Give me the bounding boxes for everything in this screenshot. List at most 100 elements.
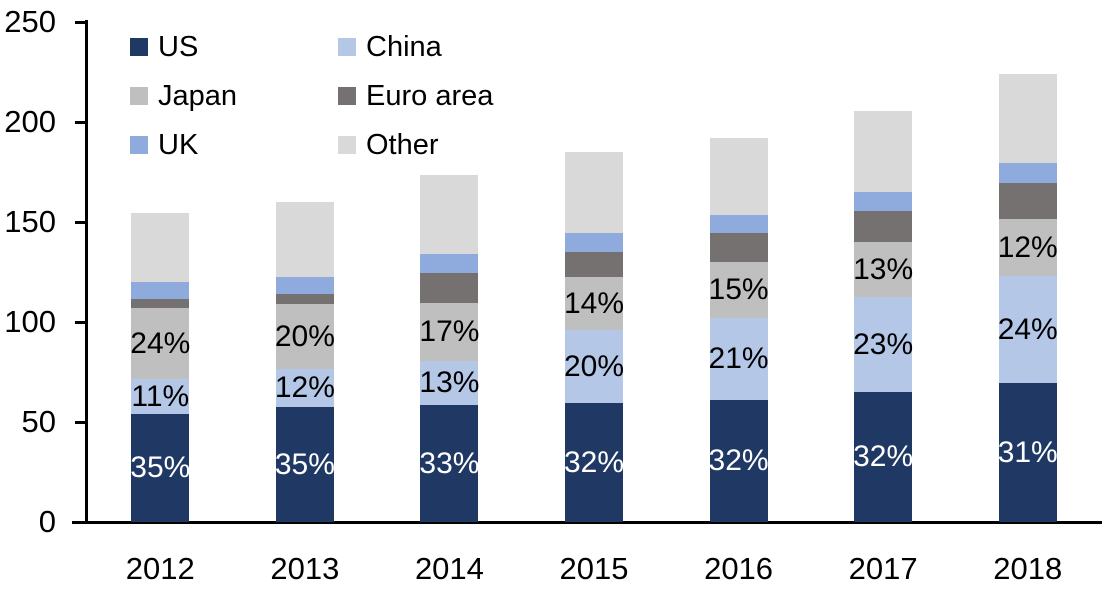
bar-segment-japan: 20% bbox=[274, 304, 335, 369]
legend-swatch-china bbox=[338, 37, 356, 56]
bar-segment-japan: 13% bbox=[853, 242, 914, 297]
bar-segment-china: 21% bbox=[708, 318, 769, 400]
legend-swatch-euro-area bbox=[338, 86, 356, 105]
bar-segment-other bbox=[998, 74, 1057, 163]
legend-swatch-other bbox=[338, 135, 356, 154]
bar-2016: 32% 21% 15% bbox=[708, 138, 769, 522]
y-axis-tick bbox=[75, 421, 88, 424]
bar-segment-us: 35% bbox=[274, 407, 335, 522]
bar-segment-other bbox=[565, 152, 623, 233]
bar-segment-uk bbox=[854, 192, 913, 211]
bar-segment-uk bbox=[565, 233, 623, 252]
bar-segment-uk bbox=[131, 282, 190, 299]
legend-label: Japan bbox=[158, 79, 238, 112]
bar-segment-label: 12% bbox=[274, 371, 335, 404]
y-axis-tick-label: 50 bbox=[21, 404, 56, 439]
bar-2013: 35% 12% 20% bbox=[274, 202, 335, 522]
bar-segment-china: 13% bbox=[419, 361, 480, 405]
legend-label: Euro area bbox=[366, 79, 494, 112]
bar-segment-label: 24% bbox=[130, 326, 191, 360]
y-axis-line bbox=[85, 20, 88, 524]
bar-segment-euro-area bbox=[420, 273, 479, 303]
legend-item-euro-area: Euro area bbox=[338, 80, 546, 112]
bar-2012: 35% 11% 24% bbox=[130, 213, 191, 522]
bar-segment-japan: 17% bbox=[419, 303, 479, 361]
bar-segment-japan: 15% bbox=[708, 262, 769, 318]
bar-segment-us: 31% bbox=[997, 383, 1058, 522]
x-axis-category-label: 2014 bbox=[414, 551, 484, 586]
y-axis-tick bbox=[75, 221, 88, 224]
bar-segment-label: 33% bbox=[419, 446, 480, 480]
bar-segment-label: 15% bbox=[708, 273, 769, 306]
legend-item-china: China bbox=[338, 31, 546, 63]
bar-segment-label: 35% bbox=[130, 451, 191, 484]
bar-segment-us: 32% bbox=[708, 400, 769, 522]
bar-2018: 31% 24% 12% bbox=[997, 74, 1058, 522]
bar-segment-label: 21% bbox=[708, 342, 769, 375]
bar-segment-japan: 14% bbox=[563, 277, 625, 330]
bar-segment-label: 12% bbox=[997, 230, 1058, 264]
y-axis-tick-label: 200 bbox=[4, 104, 56, 139]
y-axis-tick-label: 0 bbox=[38, 504, 56, 539]
bar-segment-us: 33% bbox=[419, 405, 480, 522]
bar-segment-label: 23% bbox=[853, 327, 914, 361]
x-axis-category-label: 2018 bbox=[993, 551, 1063, 586]
legend-label: US bbox=[158, 30, 199, 63]
legend-swatch-us bbox=[130, 37, 148, 56]
bar-segment-label: 32% bbox=[708, 444, 769, 477]
bar-segment-label: 13% bbox=[419, 366, 480, 399]
bar-segment-us: 35% bbox=[130, 414, 191, 522]
y-axis-tick bbox=[75, 21, 88, 24]
bar-segment-uk bbox=[709, 215, 768, 233]
bar-segment-other bbox=[709, 138, 768, 215]
y-axis-tick-label: 250 bbox=[4, 4, 56, 39]
legend-label: UK bbox=[158, 128, 199, 161]
bar-segment-japan: 12% bbox=[997, 219, 1058, 276]
bar-segment-label: 20% bbox=[563, 349, 625, 383]
bar-segment-china: 23% bbox=[853, 297, 914, 392]
y-axis-tick bbox=[75, 521, 88, 524]
bar-segment-other bbox=[131, 213, 190, 282]
bar-segment-china: 12% bbox=[274, 369, 335, 407]
legend-swatch-japan bbox=[130, 86, 148, 105]
legend-item-other: Other bbox=[338, 129, 546, 161]
x-axis-category-label: 2012 bbox=[125, 551, 195, 586]
bar-segment-japan: 24% bbox=[130, 308, 191, 379]
legend-label: Other bbox=[366, 128, 439, 161]
bar-segment-other bbox=[420, 175, 479, 254]
bar-segment-label: 31% bbox=[997, 435, 1058, 469]
y-axis-tick bbox=[75, 121, 88, 124]
bar-segment-uk bbox=[275, 277, 334, 294]
legend: US Japan UK China Euro area Other bbox=[130, 22, 546, 169]
bar-segment-euro-area bbox=[275, 294, 334, 304]
bar-segment-label: 35% bbox=[274, 447, 335, 481]
bar-segment-china: 11% bbox=[131, 379, 190, 414]
bar-segment-other bbox=[275, 202, 334, 277]
bar-segment-label: 14% bbox=[563, 286, 625, 320]
bar-segment-euro-area bbox=[709, 233, 768, 262]
bar-segment-euro-area bbox=[131, 299, 190, 308]
x-axis-line bbox=[72, 521, 1102, 524]
x-axis-category-label: 2015 bbox=[559, 551, 629, 586]
bar-segment-label: 13% bbox=[853, 252, 914, 286]
legend-item-uk: UK bbox=[130, 129, 338, 161]
bar-segment-label: 32% bbox=[563, 445, 625, 479]
bar-segment-label: 20% bbox=[274, 319, 335, 353]
bar-2015: 32% 20% 14% bbox=[563, 152, 625, 522]
bar-segment-other bbox=[854, 111, 913, 192]
bar-segment-uk bbox=[420, 254, 479, 273]
bar-segment-euro-area bbox=[565, 252, 623, 277]
y-axis-tick-label: 150 bbox=[4, 204, 56, 239]
bar-segment-label: 11% bbox=[131, 379, 190, 413]
bar-segment-us: 32% bbox=[563, 403, 625, 522]
bar-segment-label: 32% bbox=[853, 440, 914, 473]
bar-2014: 33% 13% 17% bbox=[419, 175, 480, 522]
legend-label: China bbox=[366, 30, 442, 63]
bar-segment-uk bbox=[998, 163, 1057, 183]
x-axis-category-label: 2017 bbox=[848, 551, 918, 586]
bar-segment-china: 20% bbox=[563, 330, 625, 403]
y-axis-tick bbox=[75, 321, 88, 324]
bar-segment-us: 32% bbox=[853, 392, 914, 522]
bar-segment-china: 24% bbox=[998, 276, 1058, 383]
